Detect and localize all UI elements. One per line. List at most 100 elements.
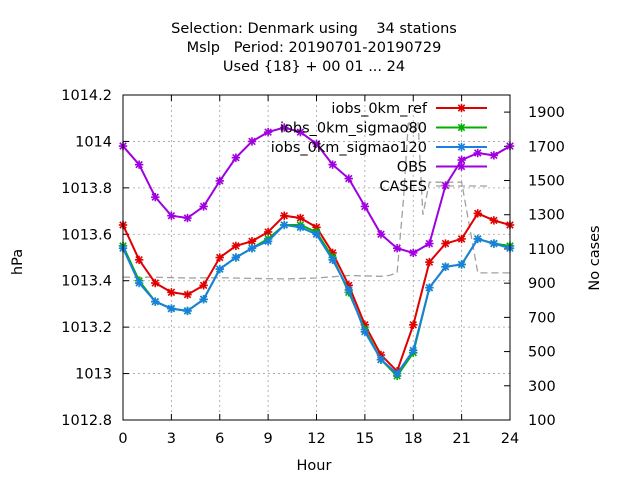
y2-tick-label: 900	[528, 276, 556, 292]
data-point-OBS	[489, 151, 499, 160]
data-point-iobs_0km_ref	[183, 290, 192, 299]
data-point-iobs_0km_ref	[151, 278, 160, 288]
y-tick-label: 1013.8	[61, 181, 112, 197]
x-axis-label: Hour	[297, 458, 332, 474]
legend-marker	[457, 142, 466, 152]
data-point-OBS	[134, 160, 144, 169]
data-point-iobs_0km_ref	[457, 234, 466, 244]
legend-item: iobs_0km_ref	[331, 101, 487, 117]
data-point-iobs_0km_ref	[473, 209, 482, 218]
data-point-iobs_0km_sigmao120	[151, 297, 160, 306]
legend-label: iobs_0km_ref	[331, 101, 427, 117]
legend-label: iobs_0km_sigmao80	[280, 121, 427, 137]
data-point-iobs_0km_sigmao120	[409, 346, 418, 355]
y-axis: 1012.8 1013 1013.2 1013.4 1013.6 1013.8 1014 10…	[61, 88, 129, 429]
data-point-iobs_0km_ref	[425, 257, 434, 267]
legend-marker	[457, 103, 466, 113]
y-tick-label: 1013.4	[61, 274, 112, 290]
y-axis-label: hPa	[10, 249, 26, 275]
x-tick-label: 18	[404, 431, 422, 447]
legend-item: iobs_0km_sigmao120	[271, 140, 487, 156]
chart-title-line-3: Used {18} + 00 01 ... 24	[223, 59, 405, 75]
data-point-iobs_0km_ref	[280, 211, 289, 220]
legend-item: iobs_0km_sigmao80	[280, 121, 487, 137]
legend-label: iobs_0km_sigmao120	[271, 140, 427, 156]
legend: iobs_0km_ref iobs_0km_sigmao80 iobs_0km_si…	[271, 101, 487, 195]
data-point-iobs_0km_sigmao120	[425, 283, 434, 292]
x-tick-label: 24	[501, 431, 519, 447]
data-point-iobs_0km_ref	[167, 288, 176, 297]
data-point-iobs_0km_sigmao120	[231, 253, 241, 262]
y-tick-label: 1013.6	[61, 227, 112, 243]
y2-tick-label: 100	[528, 413, 556, 429]
data-point-iobs_0km_sigmao120	[376, 355, 386, 364]
data-point-iobs_0km_sigmao120	[134, 278, 144, 288]
data-point-OBS	[425, 239, 434, 248]
data-point-iobs_0km_ref	[134, 255, 144, 265]
plot-series	[118, 120, 515, 381]
legend-label: CASES	[379, 179, 427, 195]
data-point-iobs_0km_sigmao120	[247, 244, 257, 253]
data-point-iobs_0km_sigmao120	[183, 306, 192, 316]
data-point-OBS	[199, 202, 208, 211]
data-point-OBS	[473, 148, 482, 158]
y2-tick-label: 1300	[528, 208, 565, 224]
data-point-iobs_0km_sigmao120	[263, 237, 273, 246]
data-point-OBS	[328, 160, 337, 169]
data-point-iobs_0km_ref	[231, 241, 241, 251]
data-point-iobs_0km_sigmao120	[457, 260, 466, 269]
chart-title-line-1: Selection: Denmark using 34 stations	[171, 21, 457, 37]
data-point-OBS	[167, 211, 176, 220]
data-point-OBS	[296, 127, 305, 137]
y-tick-label: 1013.2	[61, 320, 112, 336]
data-point-OBS	[409, 248, 418, 258]
data-point-iobs_0km_sigmao120	[215, 264, 224, 274]
data-point-OBS	[376, 230, 386, 239]
y-tick-label: 1014	[75, 134, 112, 150]
data-point-iobs_0km_sigmao120	[489, 239, 499, 248]
x-tick-label: 9	[264, 431, 273, 447]
data-point-iobs_0km_sigmao120	[280, 220, 289, 230]
data-point-OBS	[312, 139, 321, 148]
data-point-iobs_0km_ref	[441, 239, 450, 248]
data-point-OBS	[360, 202, 370, 211]
data-point-iobs_0km_ref	[215, 253, 224, 262]
y-tick-label: 1013	[75, 367, 112, 383]
data-point-iobs_0km_sigmao120	[392, 369, 402, 378]
y-tick-label: 1012.8	[61, 413, 112, 429]
chart-title-line-2: Mslp Period: 20190701-20190729	[187, 40, 442, 56]
data-point-iobs_0km_sigmao120	[473, 234, 482, 244]
data-point-OBS	[344, 174, 353, 183]
x-axis: 0 3 6 9 12 15 18 21 24	[118, 95, 519, 447]
data-point-iobs_0km_ref	[199, 281, 208, 290]
data-point-iobs_0km_sigmao120	[167, 304, 176, 313]
data-point-OBS	[263, 127, 273, 137]
legend-marker	[457, 162, 466, 171]
data-point-OBS	[457, 155, 466, 165]
data-point-OBS	[280, 123, 289, 132]
data-point-OBS	[151, 192, 160, 202]
y2-axis-label: No cases	[587, 225, 603, 290]
x-tick-label: 0	[118, 431, 127, 447]
legend-item: OBS	[397, 160, 487, 176]
data-point-iobs_0km_ref	[409, 320, 418, 330]
grid	[123, 95, 510, 420]
data-point-iobs_0km_sigmao120	[344, 285, 353, 295]
data-point-iobs_0km_sigmao120	[360, 327, 370, 336]
data-point-iobs_0km_sigmao120	[296, 223, 305, 232]
y2-tick-label: 1700	[528, 139, 565, 155]
plot-frame	[122, 94, 511, 421]
x-tick-label: 3	[167, 431, 176, 447]
y-tick-label: 1014.2	[61, 88, 112, 104]
y2-tick-label: 500	[528, 345, 556, 361]
y2-tick-label: 700	[528, 310, 556, 326]
y2-tick-label: 1900	[528, 105, 565, 121]
x-tick-label: 6	[215, 431, 224, 447]
data-point-iobs_0km_sigmao120	[441, 262, 450, 271]
data-point-iobs_0km_sigmao120	[199, 295, 208, 304]
series-line-cases	[123, 120, 510, 280]
data-point-OBS	[247, 137, 257, 146]
y2-axis: 100 300 500 700 900 1100 1300 1500 1700 1900	[504, 105, 565, 429]
x-tick-label: 15	[356, 431, 374, 447]
